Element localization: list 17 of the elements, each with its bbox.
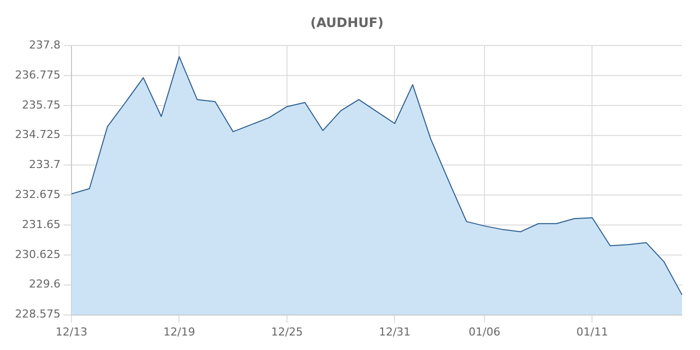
- y-tick-label: 234.725: [14, 128, 60, 142]
- y-tick-label: 228.575: [14, 308, 60, 321]
- y-tick-label: 230.625: [14, 248, 60, 261]
- x-tick-label: 12/31: [378, 325, 411, 338]
- y-tick-label: 231.65: [22, 218, 60, 231]
- y-tick-label: 232.675: [14, 188, 60, 202]
- chart-title: (AUDHUF): [310, 16, 384, 32]
- x-tick-label: 12/19: [163, 325, 196, 338]
- x-tick-label: 01/06: [468, 325, 500, 338]
- y-tick-label: 233.7: [28, 158, 60, 172]
- y-tick-label: 236.775: [14, 68, 60, 82]
- y-tick-label: 229.6: [28, 278, 60, 291]
- x-tick-label: 01/11: [576, 325, 608, 338]
- y-tick-label: 235.75: [22, 98, 60, 112]
- y-tick-label: 237.8: [28, 38, 60, 52]
- x-tick-label: 12/13: [56, 325, 88, 338]
- x-tick-label: 12/25: [271, 325, 303, 338]
